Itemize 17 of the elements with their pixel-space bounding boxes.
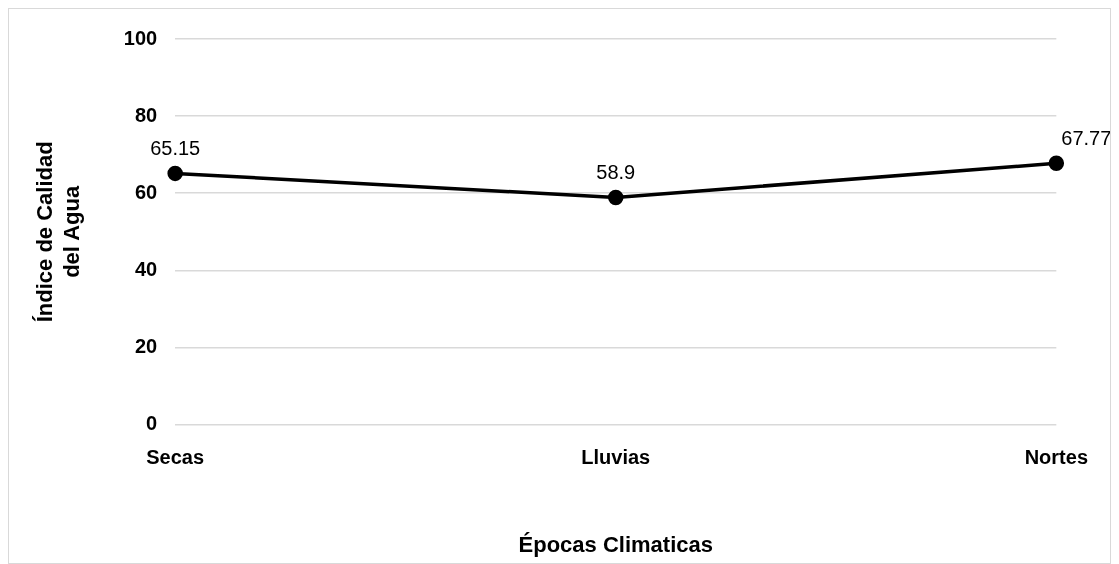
y-axis-title: Índice de Calidad del Agua [32,141,84,323]
y-tick-label: 20 [134,335,158,357]
data-label: 58.9 [596,161,636,183]
y-tick-label: 100 [123,26,158,49]
point [1048,155,1065,172]
point [608,189,624,206]
y-tick-label: 80 [134,103,158,126]
y-tick-label: 0 [146,412,158,435]
point [167,165,183,182]
x-tick-label: Lluvias [581,446,651,469]
x-axis-title: Épocas Climaticas [518,531,713,557]
y-tick-label: 60 [134,180,158,203]
data-label: 67.77 [1061,126,1112,149]
data-label: 65.15 [150,136,201,159]
y-tick-label: 40 [134,257,158,280]
x-tick-label: Nortes [1024,446,1088,469]
x-tick-label: Secas [146,446,205,469]
